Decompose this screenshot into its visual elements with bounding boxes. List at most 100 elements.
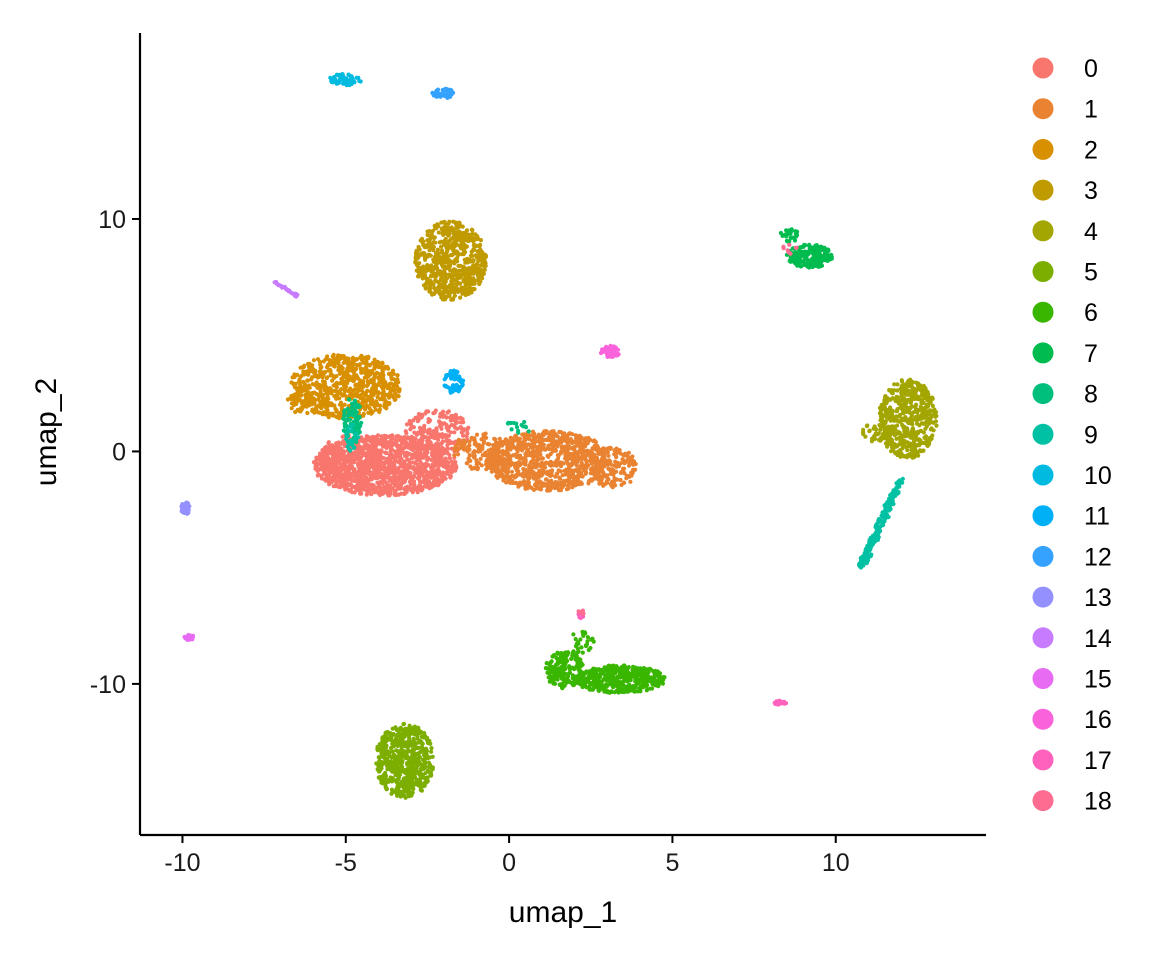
point (467, 439, 472, 444)
point (334, 408, 339, 413)
point (465, 431, 470, 436)
point (379, 471, 384, 476)
point (377, 758, 382, 763)
point (334, 374, 339, 379)
point (495, 462, 500, 467)
point (614, 446, 619, 451)
point (531, 474, 536, 479)
point (456, 263, 461, 268)
point (326, 368, 331, 373)
point (314, 406, 319, 412)
point (458, 295, 463, 300)
point (375, 359, 381, 365)
point (415, 255, 420, 261)
point (335, 355, 340, 360)
point (430, 467, 435, 472)
point (423, 468, 428, 473)
point (607, 445, 612, 451)
point (433, 274, 438, 279)
point (536, 481, 541, 486)
point (911, 428, 916, 433)
point (592, 469, 597, 474)
point (417, 482, 422, 488)
point (337, 411, 342, 416)
point (625, 454, 631, 459)
point (571, 476, 576, 481)
point (573, 440, 579, 445)
point (600, 454, 605, 459)
point (478, 456, 483, 461)
point (390, 368, 396, 373)
point (439, 426, 444, 431)
point (358, 491, 363, 496)
point (319, 370, 325, 375)
point (394, 483, 399, 488)
point (913, 405, 918, 410)
point (889, 449, 894, 454)
point (386, 392, 391, 397)
point (604, 458, 609, 463)
point (302, 402, 307, 407)
point (308, 368, 313, 374)
point (557, 429, 562, 434)
point (536, 462, 542, 468)
point (364, 375, 369, 380)
point (342, 372, 347, 377)
point (474, 443, 479, 448)
point (323, 410, 328, 415)
point (404, 431, 409, 436)
point (423, 283, 428, 288)
point (434, 468, 439, 473)
point (557, 460, 562, 465)
point (569, 440, 575, 445)
point (499, 472, 504, 477)
point (593, 472, 598, 477)
point (376, 484, 381, 489)
point (460, 433, 466, 438)
point (427, 289, 432, 294)
point (367, 448, 372, 453)
point (597, 481, 602, 486)
point (441, 414, 446, 419)
point (503, 468, 508, 473)
point (892, 433, 897, 438)
point (320, 395, 325, 400)
point (362, 355, 367, 361)
point (324, 404, 329, 409)
point (385, 364, 390, 370)
point (406, 451, 411, 456)
point (899, 393, 904, 399)
point (346, 356, 351, 361)
point (586, 481, 591, 486)
point (452, 240, 457, 245)
point (448, 469, 453, 474)
point (563, 452, 568, 457)
point (508, 435, 513, 440)
point (364, 383, 370, 388)
point (896, 401, 902, 406)
point (324, 356, 329, 361)
point (404, 436, 409, 441)
point (329, 401, 334, 406)
point (522, 460, 527, 465)
point (448, 261, 453, 266)
point (452, 461, 457, 467)
point (586, 450, 591, 455)
point (903, 415, 908, 420)
point (323, 400, 328, 405)
point (396, 492, 402, 497)
point (544, 477, 549, 482)
point (404, 422, 410, 427)
point (906, 431, 911, 436)
point (456, 437, 461, 442)
point (469, 277, 474, 282)
point (872, 434, 877, 439)
point (445, 463, 450, 468)
point (416, 487, 421, 492)
point (905, 405, 910, 411)
point (468, 270, 473, 275)
point (376, 464, 381, 469)
point (315, 468, 320, 473)
point (402, 459, 407, 464)
point (317, 410, 323, 415)
